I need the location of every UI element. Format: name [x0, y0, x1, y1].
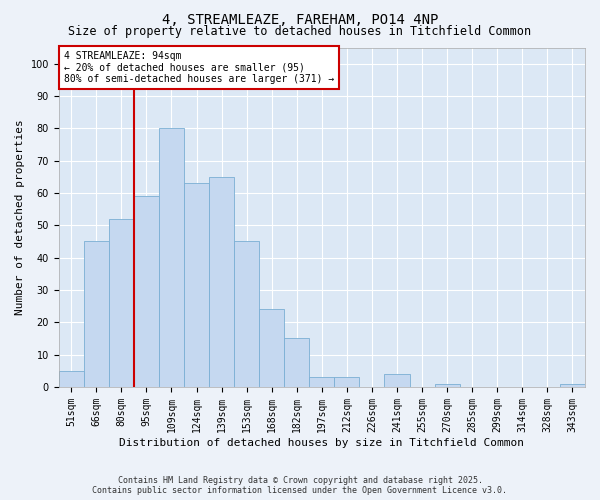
Bar — [184, 184, 209, 387]
Bar — [284, 338, 309, 387]
Bar — [159, 128, 184, 387]
Bar — [234, 242, 259, 387]
Bar — [109, 219, 134, 387]
Y-axis label: Number of detached properties: Number of detached properties — [15, 120, 25, 315]
Bar — [385, 374, 410, 387]
Bar — [134, 196, 159, 387]
Text: 4 STREAMLEAZE: 94sqm
← 20% of detached houses are smaller (95)
80% of semi-detac: 4 STREAMLEAZE: 94sqm ← 20% of detached h… — [64, 51, 334, 84]
Text: Contains HM Land Registry data © Crown copyright and database right 2025.
Contai: Contains HM Land Registry data © Crown c… — [92, 476, 508, 495]
Text: 4, STREAMLEAZE, FAREHAM, PO14 4NP: 4, STREAMLEAZE, FAREHAM, PO14 4NP — [162, 12, 438, 26]
X-axis label: Distribution of detached houses by size in Titchfield Common: Distribution of detached houses by size … — [119, 438, 524, 448]
Bar — [209, 177, 234, 387]
Text: Size of property relative to detached houses in Titchfield Common: Size of property relative to detached ho… — [68, 25, 532, 38]
Bar — [334, 378, 359, 387]
Bar — [309, 378, 334, 387]
Bar — [259, 310, 284, 387]
Bar — [560, 384, 585, 387]
Bar — [59, 371, 84, 387]
Bar — [84, 242, 109, 387]
Bar — [434, 384, 460, 387]
